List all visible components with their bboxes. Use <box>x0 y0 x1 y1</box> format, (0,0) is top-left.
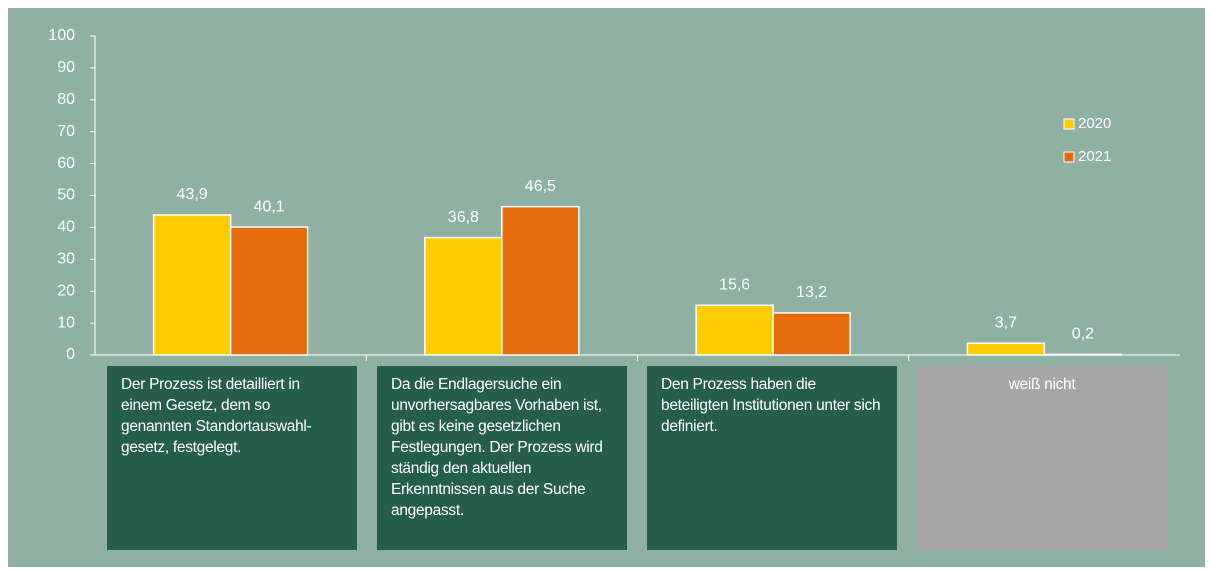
data-label: 3,7 <box>995 314 1017 331</box>
y-tick-label: 0 <box>66 346 75 363</box>
data-label: 43,9 <box>177 186 208 203</box>
bar <box>966 342 1046 356</box>
y-tick-label: 30 <box>57 251 75 268</box>
bar <box>1043 353 1123 356</box>
data-label: 13,2 <box>796 284 827 301</box>
bar <box>501 205 580 356</box>
category-label: Da die Endlagersuche ein unvorhersagbare… <box>377 366 627 550</box>
legend-label: 2020 <box>1078 115 1111 132</box>
y-tick-label: 60 <box>57 155 75 172</box>
data-label: 46,5 <box>525 178 556 195</box>
bar <box>695 304 774 356</box>
bar <box>424 236 503 356</box>
y-tick-label: 100 <box>48 27 75 44</box>
y-tick-label: 10 <box>57 314 75 331</box>
legend-label: 2021 <box>1078 148 1111 165</box>
legend-swatch <box>1063 118 1075 130</box>
data-label: 40,1 <box>254 198 285 215</box>
legend-swatch <box>1063 151 1075 163</box>
data-label: 15,6 <box>719 276 750 293</box>
category-label: Den Prozess haben die beteiligten Instit… <box>647 366 897 550</box>
y-tick-label: 40 <box>57 219 75 236</box>
y-tick-label: 20 <box>57 282 75 299</box>
y-tick-label: 80 <box>57 91 75 108</box>
bar <box>229 226 309 356</box>
category-label: weiß nicht <box>917 366 1167 550</box>
y-tick-label: 50 <box>57 187 75 204</box>
data-label: 36,8 <box>448 209 479 226</box>
data-label: 0,2 <box>1072 326 1094 343</box>
bar <box>152 214 232 356</box>
bar <box>772 312 851 356</box>
y-tick-label: 70 <box>57 123 75 140</box>
y-tick-label: 90 <box>57 59 75 76</box>
category-label: Der Prozess ist detailliert in einem Ges… <box>107 366 357 550</box>
